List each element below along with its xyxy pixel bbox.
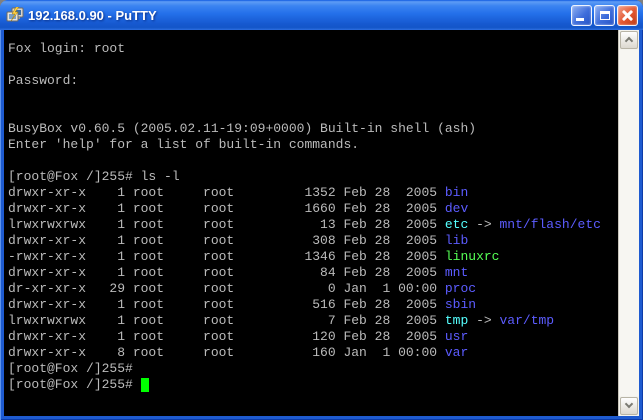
titlebar[interactable]: 192.168.0.90 - PuTTY <box>0 0 643 30</box>
terminal-text: -> <box>468 313 500 328</box>
scrollbar-track[interactable] <box>619 50 639 396</box>
terminal-text: dr-xr-xr-x 29 root root 0 Jan 1 00:00 <box>8 281 445 296</box>
terminal-text: drwxr-xr-x 1 root root 308 Feb 28 2005 <box>8 233 445 248</box>
terminal-text: -rwxr-xr-x 1 root root 1346 Feb 28 2005 <box>8 249 445 264</box>
terminal-screen[interactable]: Fox login: root Password: BusyBox v0.60.5 … <box>4 30 618 416</box>
chevron-up-icon <box>624 36 634 46</box>
terminal-text: lib <box>444 233 469 248</box>
terminal-line: Enter 'help' for a list of built-in comm… <box>8 137 618 153</box>
terminal-line: drwxr-xr-x 1 root root 84 Feb 28 2005 mn… <box>8 265 618 281</box>
terminal-line: drwxr-xr-x 1 root root 308 Feb 28 2005 l… <box>8 233 618 249</box>
terminal-line: drwxr-xr-x 1 root root 1660 Feb 28 2005 … <box>8 201 618 217</box>
scrollbar[interactable] <box>618 30 639 416</box>
putty-icon <box>6 6 24 23</box>
terminal-line: Fox login: root <box>8 41 618 57</box>
terminal-line: lrwxrwxrwx 1 root root 13 Feb 28 2005 et… <box>8 217 618 233</box>
terminal-text: Fox login: root <box>8 41 126 56</box>
close-button[interactable] <box>617 4 638 26</box>
terminal-line: Password: <box>8 73 618 89</box>
terminal-text: drwxr-xr-x 1 root root 84 Feb 28 2005 <box>8 265 445 280</box>
terminal-line <box>8 89 618 105</box>
terminal-text: mnt <box>444 265 469 280</box>
terminal-text: mnt/flash/etc <box>499 217 601 232</box>
terminal-text: BusyBox v0.60.5 (2005.02.11-19:09+0000) … <box>8 121 477 136</box>
terminal-text: proc <box>444 281 477 296</box>
minimize-icon <box>576 17 584 21</box>
scrollbar-thumb[interactable] <box>619 50 639 396</box>
terminal-line: drwxr-xr-x 1 root root 1352 Feb 28 2005 … <box>8 185 618 201</box>
terminal-text: tmp <box>444 313 469 328</box>
terminal-line: drwxr-xr-x 1 root root 516 Feb 28 2005 s… <box>8 297 618 313</box>
terminal-line: drwxr-xr-x 1 root root 120 Feb 28 2005 u… <box>8 329 618 345</box>
terminal-text: drwxr-xr-x 1 root root 1660 Feb 28 2005 <box>8 201 445 216</box>
terminal-line <box>8 105 618 121</box>
terminal-text: drwxr-xr-x 8 root root 160 Jan 1 00:00 <box>8 345 445 360</box>
terminal-text: -> <box>468 217 500 232</box>
terminal-line: drwxr-xr-x 8 root root 160 Jan 1 00:00 v… <box>8 345 618 361</box>
terminal-line: [root@Fox /]255# <box>8 377 618 393</box>
terminal-text: Enter 'help' for a list of built-in comm… <box>8 137 360 152</box>
terminal-text: bin <box>444 185 469 200</box>
terminal-text: lrwxrwxrwx 1 root root 13 Feb 28 2005 <box>8 217 445 232</box>
terminal-text: [root@Fox /]255# <box>8 377 141 392</box>
terminal-text: dev <box>444 201 469 216</box>
terminal-text: lrwxrwxrwx 1 root root 7 Feb 28 2005 <box>8 313 445 328</box>
terminal-text: Password: <box>8 73 79 88</box>
terminal-text: var <box>444 345 469 360</box>
terminal-text: [root@Fox /]255# ls -l <box>8 169 180 184</box>
terminal-line: dr-xr-xr-x 29 root root 0 Jan 1 00:00 pr… <box>8 281 618 297</box>
terminal-text: drwxr-xr-x 1 root root 516 Feb 28 2005 <box>8 297 445 312</box>
terminal-line: [root@Fox /]255# ls -l <box>8 169 618 185</box>
terminal-text: var/tmp <box>499 313 555 328</box>
terminal-line: [root@Fox /]255# <box>8 361 618 377</box>
terminal-line <box>8 57 618 73</box>
terminal-text: linuxrc <box>444 249 500 264</box>
chevron-down-icon <box>624 399 634 409</box>
terminal-line: -rwxr-xr-x 1 root root 1346 Feb 28 2005 … <box>8 249 618 265</box>
terminal-text: drwxr-xr-x 1 root root 1352 Feb 28 2005 <box>8 185 445 200</box>
maximize-icon <box>600 10 610 20</box>
terminal-cursor <box>140 378 149 392</box>
terminal-line <box>8 153 618 169</box>
terminal-line: lrwxrwxrwx 1 root root 7 Feb 28 2005 tmp… <box>8 313 618 329</box>
minimize-button[interactable] <box>571 4 592 26</box>
window-content: Fox login: root Password: BusyBox v0.60.5 … <box>4 30 639 416</box>
terminal-text: usr <box>444 329 469 344</box>
terminal-line: BusyBox v0.60.5 (2005.02.11-19:09+0000) … <box>8 121 618 137</box>
terminal-text: sbin <box>444 297 477 312</box>
scrollbar-down-button[interactable] <box>620 397 638 415</box>
terminal-text: drwxr-xr-x 1 root root 120 Feb 28 2005 <box>8 329 445 344</box>
maximize-button[interactable] <box>594 4 615 26</box>
window-title: 192.168.0.90 - PuTTY <box>28 7 157 23</box>
terminal-text: [root@Fox /]255# <box>8 361 133 376</box>
scrollbar-up-button[interactable] <box>620 31 638 49</box>
terminal-text: etc <box>444 217 469 232</box>
